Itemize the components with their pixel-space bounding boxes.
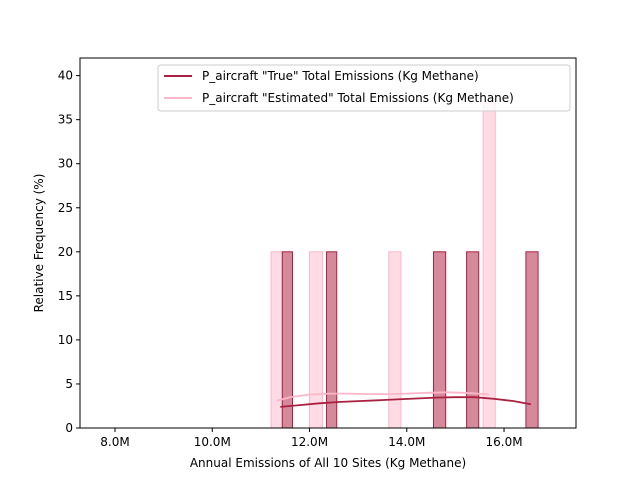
x-tick-label: 8.0M [100,435,129,449]
y-tick-label: 40 [58,69,73,83]
x-axis: 8.0M 10.0M 12.0M 14.0M 16.0M [100,428,523,449]
axes-frame [79,57,577,429]
bar-estimated-3 [482,101,496,429]
legend-box [157,64,571,112]
y-tick-label: 5 [65,377,73,391]
kde-line-true [280,396,531,408]
y-axis-label: Relative Frequency (%) [32,174,46,313]
bar-estimated-1 [309,251,324,429]
kde-line-estimated [276,391,490,402]
plot-area [115,101,558,429]
bar-true-4 [525,251,539,429]
bar-estimated-2 [388,251,402,429]
legend-label-true: P_aircraft "True" Total Emissions (Kg Me… [202,69,479,83]
x-tick-label: 16.0M [485,435,522,449]
y-tick-label: 0 [65,421,73,435]
y-tick-label: 15 [58,289,73,303]
legend-label-estimated: P_aircraft "Estimated" Total Emissions (… [202,91,514,105]
bar-estimated-0 [270,251,283,429]
y-tick-label: 30 [58,157,73,171]
y-tick-label: 35 [58,113,73,127]
x-axis-label: Annual Emissions of All 10 Sites (Kg Met… [190,456,466,470]
x-tick-label: 12.0M [291,435,328,449]
bar-true-2 [433,251,447,429]
bar-true-0 [281,251,294,429]
x-tick-label: 14.0M [388,435,425,449]
bar-true-3 [466,251,480,429]
x-tick-label: 10.0M [194,435,231,449]
y-tick-label: 10 [58,333,73,347]
y-axis: 0 5 10 15 20 25 30 35 40 [58,69,80,435]
legend: P_aircraft "True" Total Emissions (Kg Me… [157,64,571,112]
y-tick-label: 20 [58,245,73,259]
y-tick-label: 25 [58,201,73,215]
